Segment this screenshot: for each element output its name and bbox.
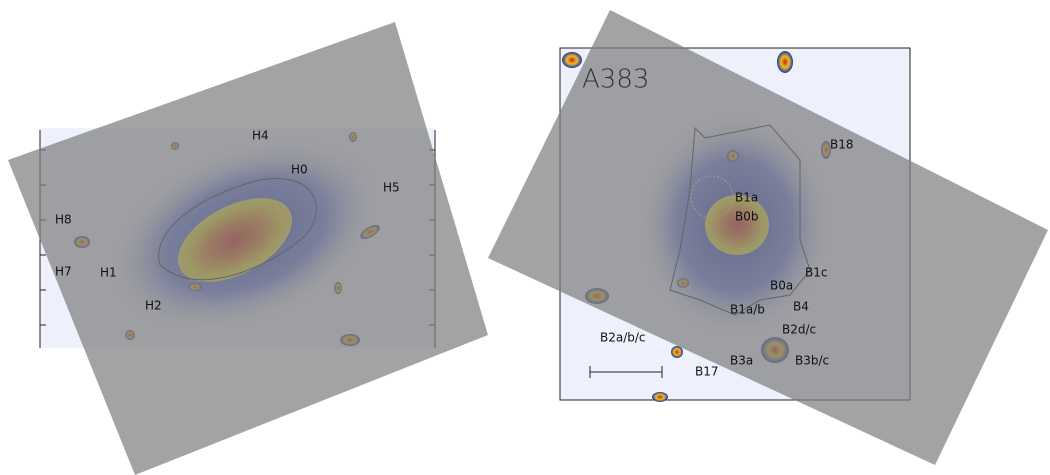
cluster-name: A383 (582, 65, 649, 95)
galaxy (562, 52, 582, 68)
image-label: H5 (383, 181, 400, 195)
image-label: B17 (695, 365, 719, 379)
image-label: H4 (252, 129, 269, 143)
image-label: B4 (793, 300, 809, 314)
image-label: B1c (805, 266, 827, 280)
image-label: H7 (55, 265, 72, 279)
image-label: B18 (830, 138, 854, 152)
footprint (8, 22, 488, 475)
galaxy (777, 51, 793, 73)
galaxy (652, 392, 668, 402)
image-label: H1 (100, 266, 117, 280)
image-label: H8 (55, 213, 72, 227)
image-label: B2a/b/c (600, 331, 646, 345)
left-panel: H4 H0 H5 H8 H7 H1 H2 (8, 22, 488, 475)
image-label: B1a (735, 191, 758, 205)
image-label: B1a/b (730, 303, 765, 317)
image-label: H2 (145, 299, 162, 313)
image-label: H0 (291, 163, 308, 177)
figure: H4 H0 H5 H8 H7 H1 H2 A383 B18 B1a B0b B1c B0aB4 B1a… (0, 0, 1050, 475)
image-label: B0b (735, 210, 758, 224)
image-label: B2d/c (782, 323, 816, 337)
image-label: B3b/c (795, 354, 829, 368)
galaxy (671, 346, 683, 358)
image-label: B3a (730, 354, 753, 368)
image-label: B0a (770, 279, 793, 293)
